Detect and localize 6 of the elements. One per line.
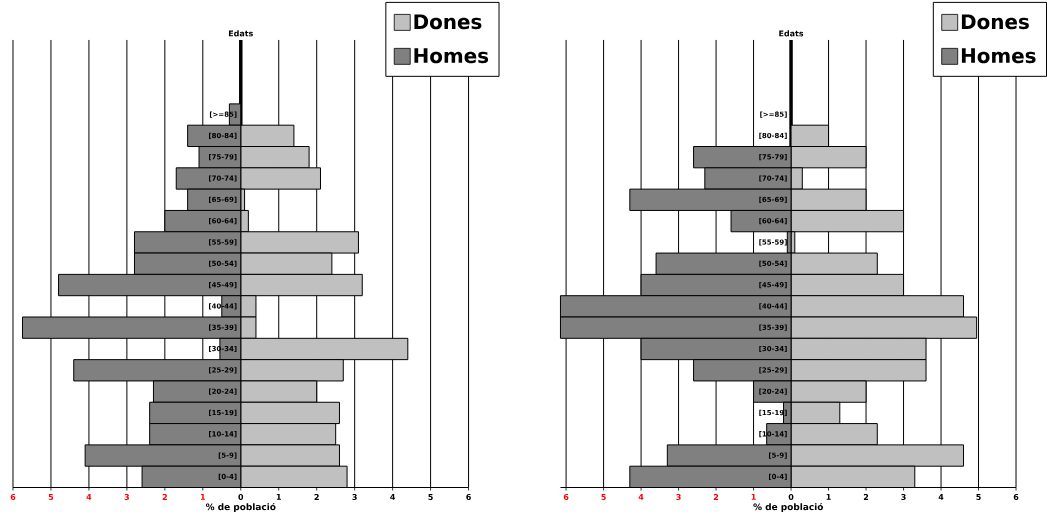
legend-label: Homes (961, 48, 1036, 63)
x-axis-title: % de població (205, 502, 276, 512)
legend-label: Dones (961, 14, 1029, 29)
legend-label: Dones (414, 14, 482, 29)
x-axis-title: % de població (753, 502, 824, 512)
legend-label: Homes (414, 48, 489, 63)
